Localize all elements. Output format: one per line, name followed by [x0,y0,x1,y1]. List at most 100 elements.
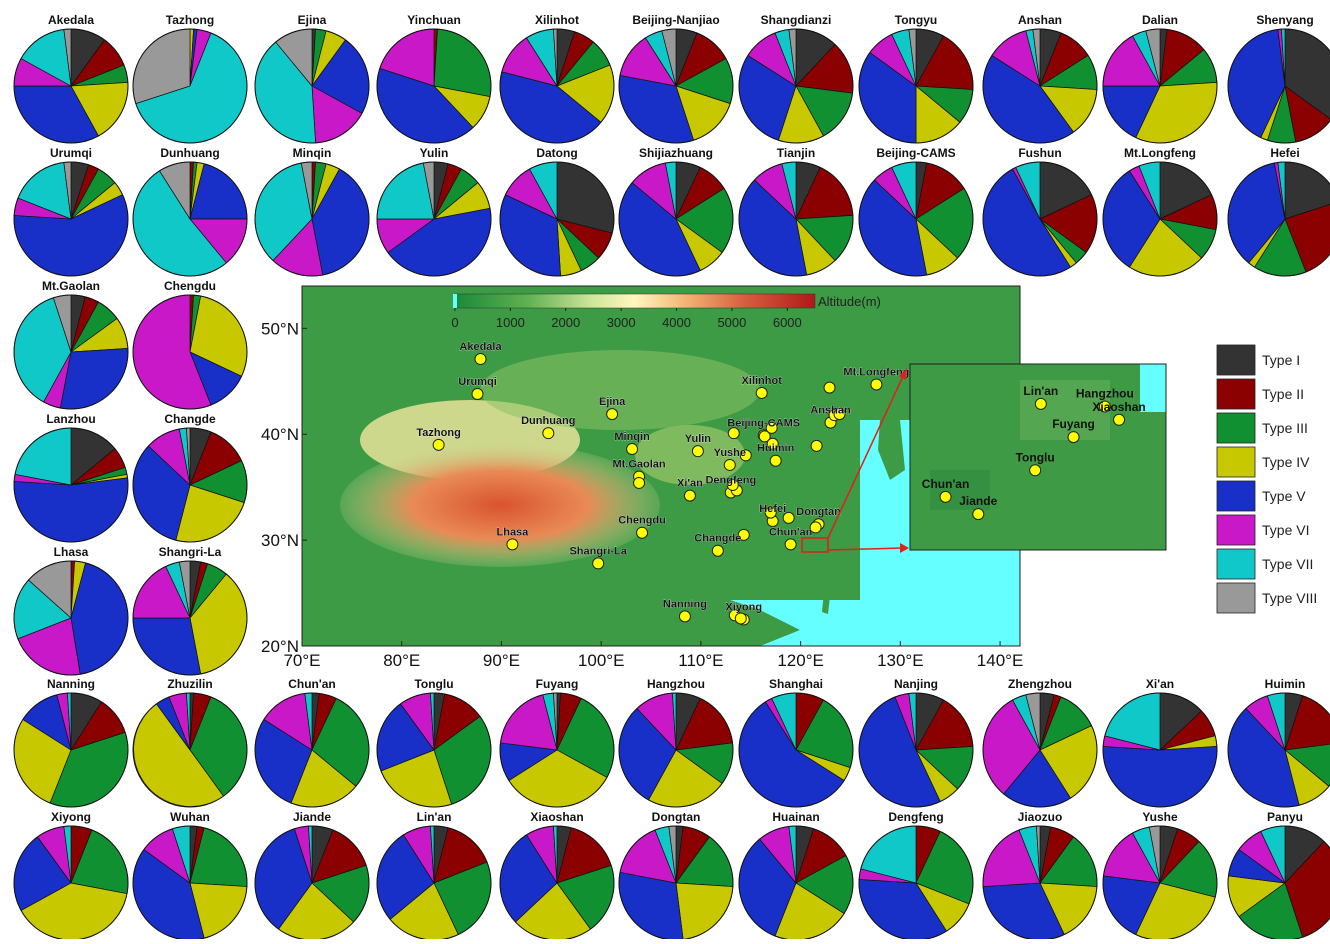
site-marker-changde [711,544,724,557]
pie-title: Fushun [1018,146,1061,160]
site-marker-tazhong [432,438,445,451]
lon-tick-label: 100°E [578,651,625,670]
inset-site-marker-lin-an [1034,397,1047,410]
legend-swatch-type-i [1216,344,1256,376]
pie-title: Hangzhou [647,677,705,691]
pie-tazhong: Tazhong [132,13,248,144]
pie-jiaozuo: Jiaozuo [982,810,1098,941]
pie-tonglu: Tonglu [376,677,492,808]
pie-outline [13,427,129,543]
colorbar-tick-label: 1000 [496,315,525,330]
lon-tick-label: 140°E [977,651,1024,670]
pie-outline [13,692,129,808]
pie-slice-type-v [13,477,129,543]
inset-site-label: Xiaoshan [1092,400,1145,414]
pie-xiaoshan: Xiaoshan [499,810,615,941]
pie-outline [858,161,974,277]
pie-title: Huainan [772,810,819,824]
pie-title: Urumqi [50,146,92,160]
inset-site-label: Hangzhou [1076,387,1134,401]
legend-label: Type VI [1262,522,1309,538]
pie-outline [618,692,734,808]
pie-hefei: Hefei [1227,146,1330,277]
pie-title: Xiaoshan [530,810,583,824]
pie-title: Jiande [293,810,331,824]
colorbar-label: Altitude(m) [818,294,881,309]
site-label: Yushe [714,447,746,459]
pie-dengfeng: Dengfeng [858,810,974,941]
pie-title: Lin'an [417,810,452,824]
pie-xilinhot: Xilinhot [499,13,615,144]
inset-site-marker-fuyang [1067,431,1080,444]
legend-swatch-type-viii [1216,582,1256,614]
pie-datong: Datong [499,146,615,277]
pie-outline [499,28,615,144]
colorbar [454,293,816,309]
pie-changde: Changde [132,412,248,543]
site-label: Shangri-La [569,545,627,557]
pie-outline [738,161,854,277]
pie-beijing-nanjiao: Beijing-Nanjiao [618,13,734,144]
site-label: Dongtan [796,506,841,518]
site-label: Dengfeng [705,474,756,486]
site-label: Urumqi [458,376,497,388]
site-label: Ejina [599,396,626,408]
pie-hangzhou: Hangzhou [618,677,734,808]
pie-title: Panyu [1267,810,1303,824]
pie-outline [982,28,1098,144]
legend-swatch-type-iv [1216,446,1256,478]
pie-dunhuang: Dunhuang [132,146,248,277]
pie-title: Huimin [1265,677,1306,691]
inset-map: Lin'an Hangzhou Fuyang Xiaoshan Tonglu Chun'a… [909,363,1167,551]
site-marker-huimin [769,454,782,467]
pie-title: Mt.Longfeng [1124,146,1196,160]
inset-map-frame [909,363,1167,551]
site-marker-dalian [810,439,823,452]
site-marker-zhuzilin [734,612,747,625]
pie-outline [132,692,248,808]
pie-slice-type-v [59,348,129,410]
legend-swatch-type-iii [1216,412,1256,444]
lat-tick-label: 30°N [261,531,299,550]
pie-title: Anshan [1018,13,1062,27]
legend-swatch-type-vii [1216,548,1256,580]
pie-title: Xilinhot [535,13,579,27]
pie-anshan: Anshan [982,13,1098,144]
site-marker-nanning [678,610,691,623]
inset-site-marker-tonglu [1029,464,1042,477]
site-marker-datong [727,427,740,440]
pie-xi-an: Xi'an [1102,677,1218,808]
pie-outline [982,161,1098,277]
inset-terrain-patch [1020,380,1110,440]
pie-title: Fuyang [536,677,579,691]
site-label: Huimin [757,443,795,455]
site-marker-akedala [474,353,487,366]
site-marker-chun-an [784,538,797,551]
pie-outline [132,28,248,144]
pie-outline [254,28,370,144]
colorbar-tick-label: 6000 [773,315,802,330]
legend-label: Type VIII [1262,590,1317,606]
pie-title: Beijing-Nanjiao [632,13,719,27]
pie-title: Zhengzhou [1008,677,1072,691]
inset-site-label: Chun'an [922,477,970,491]
pie-title: Xiyong [51,810,91,824]
pie-huainan: Huainan [738,810,854,941]
lat-tick-label: 50°N [261,319,299,338]
pie-dongtan: Dongtan [618,810,734,941]
pie-title: Dongtan [652,810,701,824]
pie-outline [618,28,734,144]
site-marker-jiaozuo [726,479,739,492]
pie-title: Mt.Gaolan [42,279,100,293]
lon-tick-label: 130°E [877,651,924,670]
pie-chart-grid: Akedala Tazhong Ejina Yinchuan Xilinhot Beiji… [13,13,1330,941]
pie-outline [132,294,248,410]
legend-swatch-type-v [1216,480,1256,512]
site-marker-shangri-la [592,557,605,570]
pie-panyu: Panyu [1227,810,1330,941]
pointer-arrowhead-upper [899,368,907,380]
pie-outline [254,161,370,277]
pie-wuhan: Wuhan [132,810,248,941]
